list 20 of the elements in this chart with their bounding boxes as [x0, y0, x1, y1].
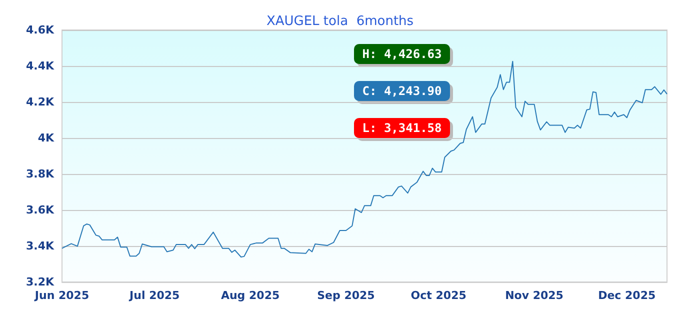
x-tick-label: Dec 2025 [598, 289, 656, 302]
annotation: H: 4,426.63 [362, 47, 442, 61]
x-tick-label: Jun 2025 [34, 289, 90, 302]
y-tick-label: 4.2K [26, 96, 54, 108]
x-tick-label: Jul 2025 [128, 289, 180, 302]
x-tick-label: Oct 2025 [410, 289, 466, 302]
y-tick-label: 4.4K [26, 60, 54, 72]
y-tick-label: 3.8K [26, 168, 54, 180]
x-tick-label: Nov 2025 [505, 289, 564, 302]
annotation: C: 4,243.90 [362, 84, 442, 98]
y-tick-label: 3.2K [26, 276, 54, 288]
y-tick-label: 4.6K [26, 24, 54, 36]
x-tick-label: Sep 2025 [317, 289, 375, 302]
y-tick-label: 4K [38, 132, 54, 144]
x-tick-label: Aug 2025 [220, 289, 280, 302]
line-series [62, 60, 668, 258]
y-tick-label: 3.6K [26, 204, 54, 216]
chart-title: XAUGEL tola 6months [266, 14, 414, 29]
y-tick-label: 3.4K [26, 240, 54, 252]
annotation: L: 3,341.58 [362, 121, 442, 135]
